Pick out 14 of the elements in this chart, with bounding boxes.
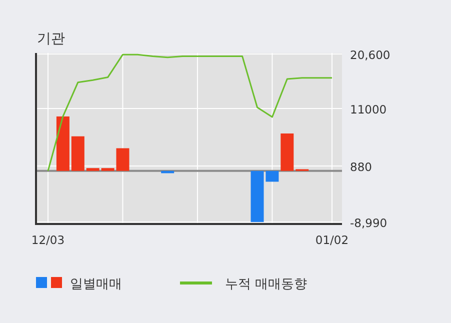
bar [56,116,70,171]
y-tick-label: 20,600 [350,48,390,62]
line-series [47,54,333,172]
bar [71,136,84,171]
chart-title: 기관 [37,31,65,47]
x-tick-label: 12/03 [31,233,65,247]
y-tick-label: 11000 [350,102,387,117]
legend-label: 일별매매 [70,277,122,292]
y-tick-label: 880 [350,160,372,174]
y-tick-label: -8,990 [350,216,388,230]
x-tick-label: 01/02 [315,233,349,247]
legend-label: 누적 매매동향 [225,277,308,292]
bar [280,133,294,171]
bar [86,168,100,171]
